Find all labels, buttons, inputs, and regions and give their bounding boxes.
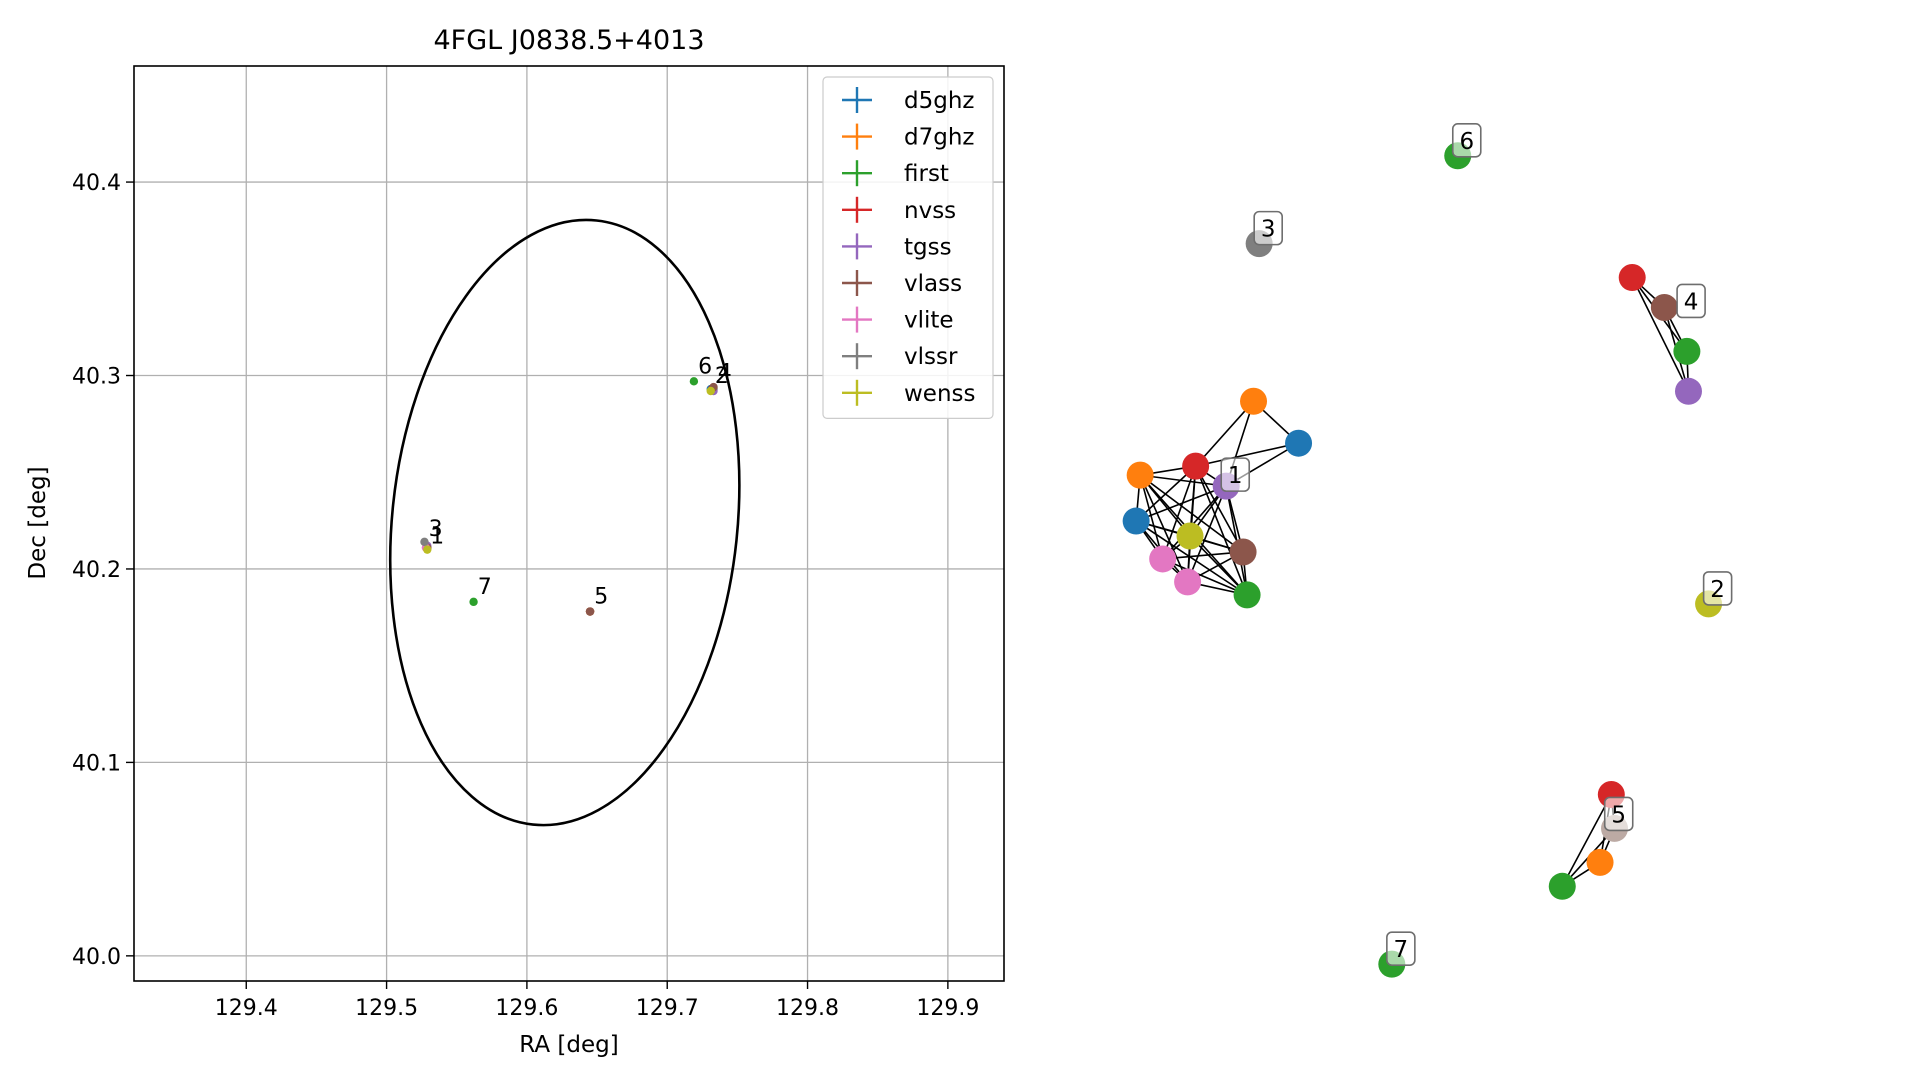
point-vlass [585,607,595,616]
legend-entry-first: first [904,161,949,187]
network-label: 2 [1710,577,1725,603]
scatter-annotations: 1 2 3 4 5 6 7 [429,354,732,609]
x-tick-label: 129.6 [495,996,558,1021]
network-edge [1631,277,1690,392]
network-edge [1139,474,1164,560]
legend-entry-vlass: vlass [904,271,962,297]
y-tick-label: 40.2 [72,558,121,583]
network-node [1548,872,1576,900]
network-node [1174,568,1202,596]
legend-entry-d5ghz: d5ghz [904,88,974,114]
network-edge [1135,485,1227,522]
y-tick-label: 40.1 [72,751,121,776]
network-node [1149,545,1177,573]
network-node [1182,452,1210,480]
point-first [469,597,478,607]
network-label-box [1702,571,1733,606]
network-node [1122,507,1150,535]
network-panel: 1 2 3 4 5 6 7 [1122,123,1733,978]
y-tick-label: 40.0 [72,945,121,970]
network-label: 7 [1394,937,1409,963]
network-edge [1162,485,1227,560]
legend-box [822,76,994,419]
legend-entry-nvss: nvss [904,198,956,224]
source-annotation: 3 [429,517,443,542]
network-label: 3 [1261,217,1276,243]
network-node [1618,264,1646,292]
network-node [1673,337,1701,365]
source-annotation: 2 [715,364,729,389]
network-edge [1561,794,1613,887]
legend-entry-vlssr: vlssr [904,344,958,370]
network-label: 6 [1459,129,1474,155]
source-annotation: 1 [430,525,444,550]
network-label-box [1676,283,1706,319]
scatter-axes-frame [133,65,1005,982]
chart-title: 4FGL J0838.5+4013 [433,25,704,56]
network-label-box [1603,796,1634,832]
network-edge [1195,400,1255,467]
network-edge [1186,485,1227,583]
x-tick-label: 129.8 [776,996,839,1021]
network-label-box [1220,457,1251,492]
legend-entry-vlite: vlite [904,308,954,334]
uncertainty-ellipse [388,218,741,827]
point-wenss [423,545,432,554]
network-label-box [1253,210,1283,246]
legend-entry-wenss: wenss [904,381,976,407]
source-annotation: 5 [594,585,608,610]
y-tick-label: 40.4 [72,171,121,196]
network-labels: 1 2 3 4 5 6 7 [1220,123,1733,966]
network-node [1126,461,1154,489]
network-edge [1162,558,1248,596]
network-label: 5 [1611,802,1626,828]
scatter-ticks: 129.4 129.5 129.6 129.7 129.8 129.9 40.0 40.1 40… [72,171,979,1021]
network-node [1240,387,1268,415]
y-axis-label: Dec [deg] [25,466,51,579]
network-node [1176,522,1204,550]
legend-entry-tgss: tgss [904,234,952,260]
x-tick-label: 129.9 [916,996,979,1021]
point-first [689,377,699,386]
x-axis-label: RA [deg] [519,1032,618,1058]
x-tick-label: 129.4 [215,996,278,1021]
point-wenss [706,386,715,396]
network-node [1285,429,1313,457]
source-annotation: 4 [718,360,732,385]
network-label: 1 [1228,463,1243,489]
network-node [1650,293,1678,321]
network-edge [1135,520,1248,596]
y-tick-label: 40.3 [72,365,121,390]
network-edge [1195,442,1299,467]
scatter-ellipse-layer [388,218,741,827]
source-annotation: 7 [478,575,492,600]
network-node [1229,538,1257,566]
network-edge [1194,465,1244,553]
scatter-panel: 1 2 3 4 5 6 7 129.4 129.5 129.6 129.7 129.8 129.9 40… [25,25,1005,1058]
network-edge [1194,465,1248,596]
network-edge [1140,474,1227,487]
network-node [1674,377,1702,405]
network-edge [1161,465,1197,560]
network-node [1586,848,1614,876]
network-node [1233,581,1261,609]
legend: d5ghz d7ghz first nvss tgss vlass vlite vlssr we… [822,76,994,419]
network-label-box [1451,123,1482,158]
x-tick-label: 129.7 [636,996,699,1021]
network-label-box [1386,931,1416,966]
x-tick-label: 129.5 [355,996,418,1021]
source-annotation: 6 [698,354,712,379]
network-label: 4 [1684,289,1699,315]
point-vlssr [420,537,429,547]
scatter-points [420,377,718,616]
legend-entry-d7ghz: d7ghz [904,125,974,151]
